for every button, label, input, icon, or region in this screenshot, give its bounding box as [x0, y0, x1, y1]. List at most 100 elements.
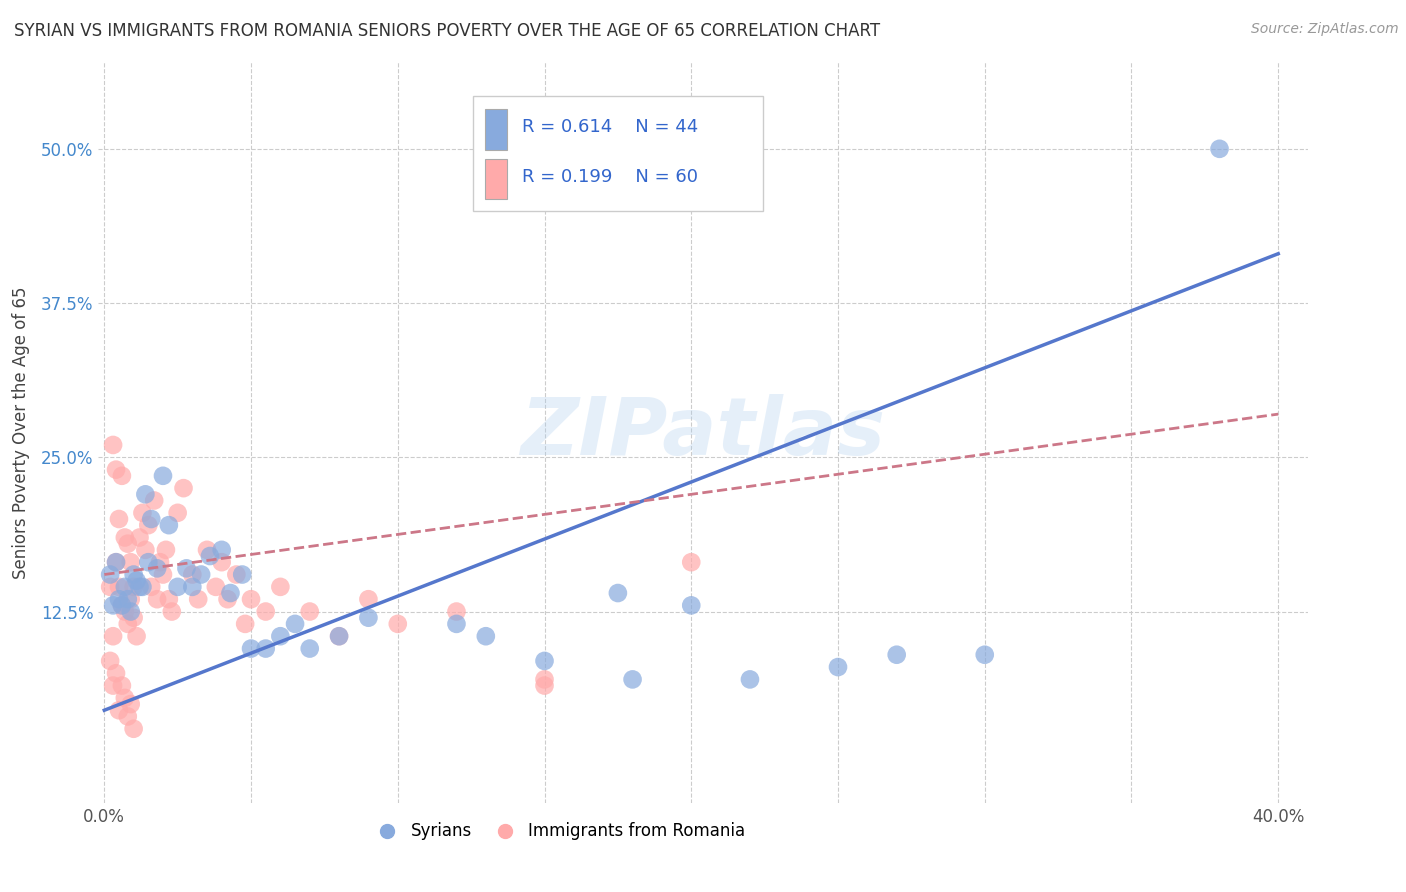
Point	[111, 679, 134, 693]
Point	[108, 592, 131, 607]
Point	[217, 592, 239, 607]
Point	[125, 629, 148, 643]
Point	[738, 673, 761, 687]
Point	[176, 561, 198, 575]
Point	[122, 610, 145, 624]
Point	[101, 679, 124, 693]
Text: Source: ZipAtlas.com: Source: ZipAtlas.com	[1251, 22, 1399, 37]
Point	[117, 536, 139, 550]
Point	[108, 512, 131, 526]
Point	[141, 580, 163, 594]
Point	[98, 567, 121, 582]
Point	[101, 629, 124, 643]
Text: SYRIAN VS IMMIGRANTS FROM ROMANIA SENIORS POVERTY OVER THE AGE OF 65 CORRELATION: SYRIAN VS IMMIGRANTS FROM ROMANIA SENIOR…	[14, 22, 880, 40]
Point	[128, 531, 150, 545]
Point	[269, 629, 291, 643]
Point	[187, 592, 209, 607]
Point	[136, 518, 159, 533]
Point	[269, 580, 291, 594]
Point	[533, 679, 555, 693]
Point	[157, 518, 180, 533]
Point	[160, 605, 183, 619]
Point	[157, 592, 180, 607]
Point	[240, 641, 263, 656]
Point	[233, 616, 256, 631]
Point	[105, 462, 128, 476]
Point	[105, 555, 128, 569]
Point	[254, 641, 277, 656]
Point	[254, 605, 277, 619]
Point	[136, 555, 159, 569]
Point	[152, 468, 174, 483]
Point	[101, 438, 124, 452]
Point	[181, 567, 204, 582]
Point	[328, 629, 350, 643]
Point	[146, 592, 169, 607]
Point	[114, 605, 136, 619]
Point	[120, 555, 142, 569]
Point	[533, 654, 555, 668]
Point	[357, 610, 380, 624]
Point	[328, 629, 350, 643]
Point	[98, 580, 121, 594]
Point	[108, 580, 131, 594]
Point	[108, 703, 131, 717]
Text: R = 0.199    N = 60: R = 0.199 N = 60	[522, 168, 697, 186]
Point	[387, 616, 409, 631]
Point	[120, 592, 142, 607]
Point	[973, 648, 995, 662]
FancyBboxPatch shape	[485, 109, 508, 150]
Point	[114, 690, 136, 705]
Point	[98, 654, 121, 668]
Point	[446, 616, 468, 631]
Point	[125, 574, 148, 588]
Point	[298, 605, 321, 619]
Point	[240, 592, 263, 607]
Point	[1208, 142, 1230, 156]
Point	[284, 616, 307, 631]
Point	[475, 629, 498, 643]
Point	[173, 481, 195, 495]
Point	[117, 709, 139, 723]
Point	[111, 468, 134, 483]
Point	[211, 542, 233, 557]
Point	[886, 648, 908, 662]
Point	[131, 506, 153, 520]
Point	[219, 586, 242, 600]
Point	[152, 567, 174, 582]
Point	[134, 542, 156, 557]
Point	[681, 555, 703, 569]
Point	[134, 487, 156, 501]
Point	[225, 567, 247, 582]
Point	[606, 586, 628, 600]
Point	[198, 549, 221, 563]
Point	[621, 673, 644, 687]
Text: R = 0.614    N = 44: R = 0.614 N = 44	[522, 119, 697, 136]
Y-axis label: Seniors Poverty Over the Age of 65: Seniors Poverty Over the Age of 65	[11, 286, 30, 579]
Text: ZIPatlas: ZIPatlas	[520, 393, 886, 472]
Legend: Syrians, Immigrants from Romania: Syrians, Immigrants from Romania	[364, 815, 752, 847]
Point	[298, 641, 321, 656]
Point	[166, 506, 188, 520]
Point	[131, 580, 153, 594]
Point	[357, 592, 380, 607]
Point	[181, 580, 204, 594]
Point	[117, 592, 139, 607]
Point	[120, 605, 142, 619]
Point	[146, 561, 169, 575]
Point	[204, 580, 226, 594]
Point	[533, 673, 555, 687]
Point	[128, 580, 150, 594]
Point	[105, 666, 128, 681]
Point	[105, 555, 128, 569]
Point	[195, 542, 218, 557]
Point	[681, 599, 703, 613]
Point	[111, 599, 134, 613]
Point	[120, 697, 142, 711]
FancyBboxPatch shape	[474, 95, 763, 211]
Point	[101, 599, 124, 613]
Point	[211, 555, 233, 569]
Point	[114, 580, 136, 594]
Point	[149, 555, 172, 569]
Point	[190, 567, 212, 582]
